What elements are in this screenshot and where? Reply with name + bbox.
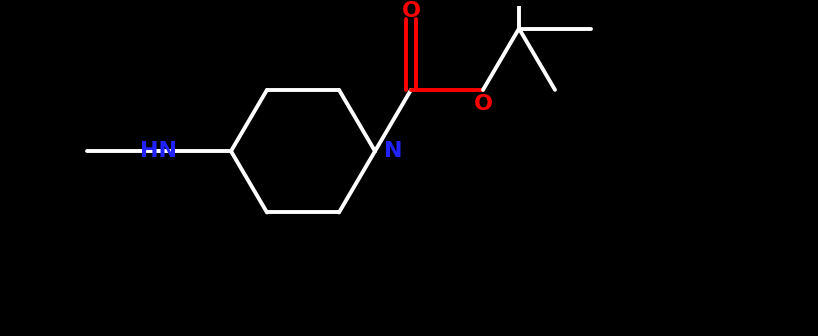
Text: O: O bbox=[474, 94, 492, 114]
Text: HN: HN bbox=[141, 141, 178, 161]
Text: O: O bbox=[402, 1, 420, 21]
Text: N: N bbox=[384, 141, 402, 161]
